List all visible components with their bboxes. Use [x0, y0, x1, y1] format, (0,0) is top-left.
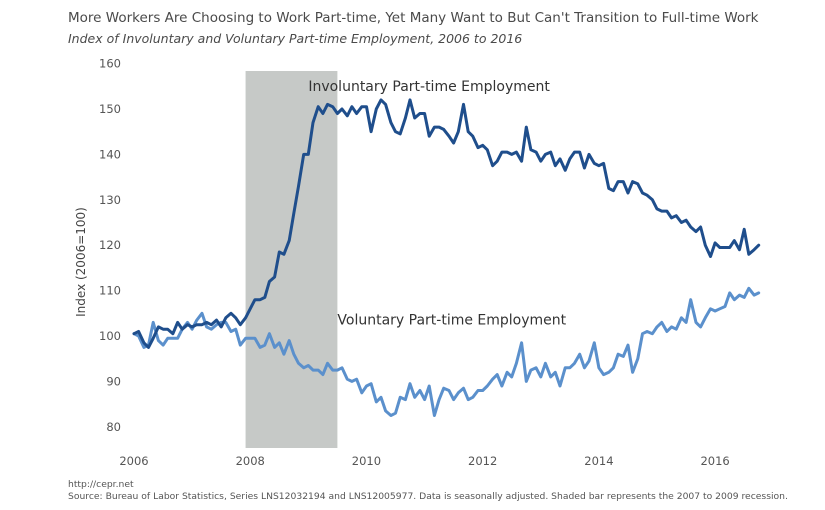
y-tick-label: 150: [99, 102, 121, 116]
chart-title: More Workers Are Choosing to Work Part-t…: [68, 10, 759, 26]
y-tick-label: 90: [106, 374, 121, 388]
x-tick-label: 2010: [352, 454, 381, 468]
series-annotation: Voluntary Part-time Employment: [337, 313, 566, 329]
x-tick-label: 2016: [700, 454, 729, 468]
x-tick-label: 2008: [236, 454, 265, 468]
x-tick-label: 2012: [468, 454, 497, 468]
chart-subtitle: Index of Involuntary and Voluntary Part-…: [68, 31, 523, 46]
y-tick-label: 80: [106, 420, 121, 434]
y-tick-label: 100: [99, 329, 121, 343]
y-tick-label: 140: [99, 147, 121, 161]
voluntary-series-line: [132, 286, 761, 417]
involuntary-series-line: [132, 98, 761, 349]
x-tick-label: 2014: [584, 454, 613, 468]
recession-shading: [245, 71, 338, 448]
source-note: Source: Bureau of Labor Statistics, Seri…: [68, 491, 788, 502]
x-tick-label: 2006: [119, 454, 148, 468]
y-axis-label: Index (2006=100): [74, 207, 88, 317]
series-annotation: Involuntary Part-time Employment: [308, 79, 550, 95]
source-url: http://cepr.net: [68, 479, 134, 490]
y-tick-label: 130: [99, 193, 121, 207]
y-tick-label: 120: [99, 238, 121, 252]
y-tick-label: 110: [99, 284, 121, 298]
y-tick-label: 160: [99, 57, 121, 71]
